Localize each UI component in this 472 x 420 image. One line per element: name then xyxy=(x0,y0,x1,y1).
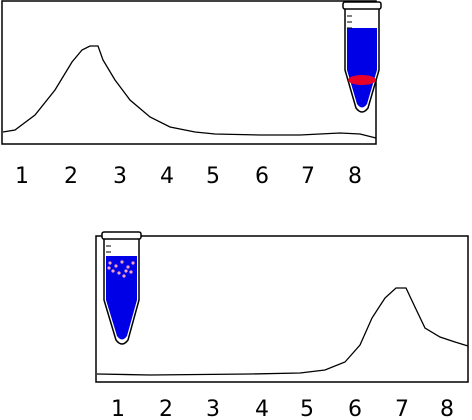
panel-frame xyxy=(1,0,377,145)
fraction-label: 1 xyxy=(15,164,29,189)
tube xyxy=(101,231,142,345)
fraction-label: 5 xyxy=(300,397,314,420)
fraction-label: 7 xyxy=(301,164,315,189)
fraction-label: 2 xyxy=(64,164,78,189)
elution-curve xyxy=(96,287,469,376)
panel-frame xyxy=(95,235,469,383)
elution-curve xyxy=(2,45,377,139)
panel-top xyxy=(1,0,382,145)
fraction-label: 6 xyxy=(348,397,362,420)
fraction-label: 8 xyxy=(440,397,454,420)
fraction-label: 7 xyxy=(395,397,409,420)
panel-bottom xyxy=(95,231,469,383)
fraction-label: 5 xyxy=(206,164,220,189)
fraction-label: 3 xyxy=(206,397,220,420)
tube xyxy=(342,1,382,113)
fraction-label: 4 xyxy=(160,164,174,189)
fraction-label: 3 xyxy=(113,164,127,189)
x-labels: 1 2 3 4 5 6 7 8 xyxy=(15,164,362,189)
fraction-label: 1 xyxy=(111,397,125,420)
x-labels: 1 2 3 4 5 6 7 8 xyxy=(111,397,454,420)
fraction-label: 2 xyxy=(159,397,173,420)
fraction-label: 8 xyxy=(348,164,362,189)
fraction-label: 6 xyxy=(255,164,269,189)
fraction-label: 4 xyxy=(255,397,269,420)
